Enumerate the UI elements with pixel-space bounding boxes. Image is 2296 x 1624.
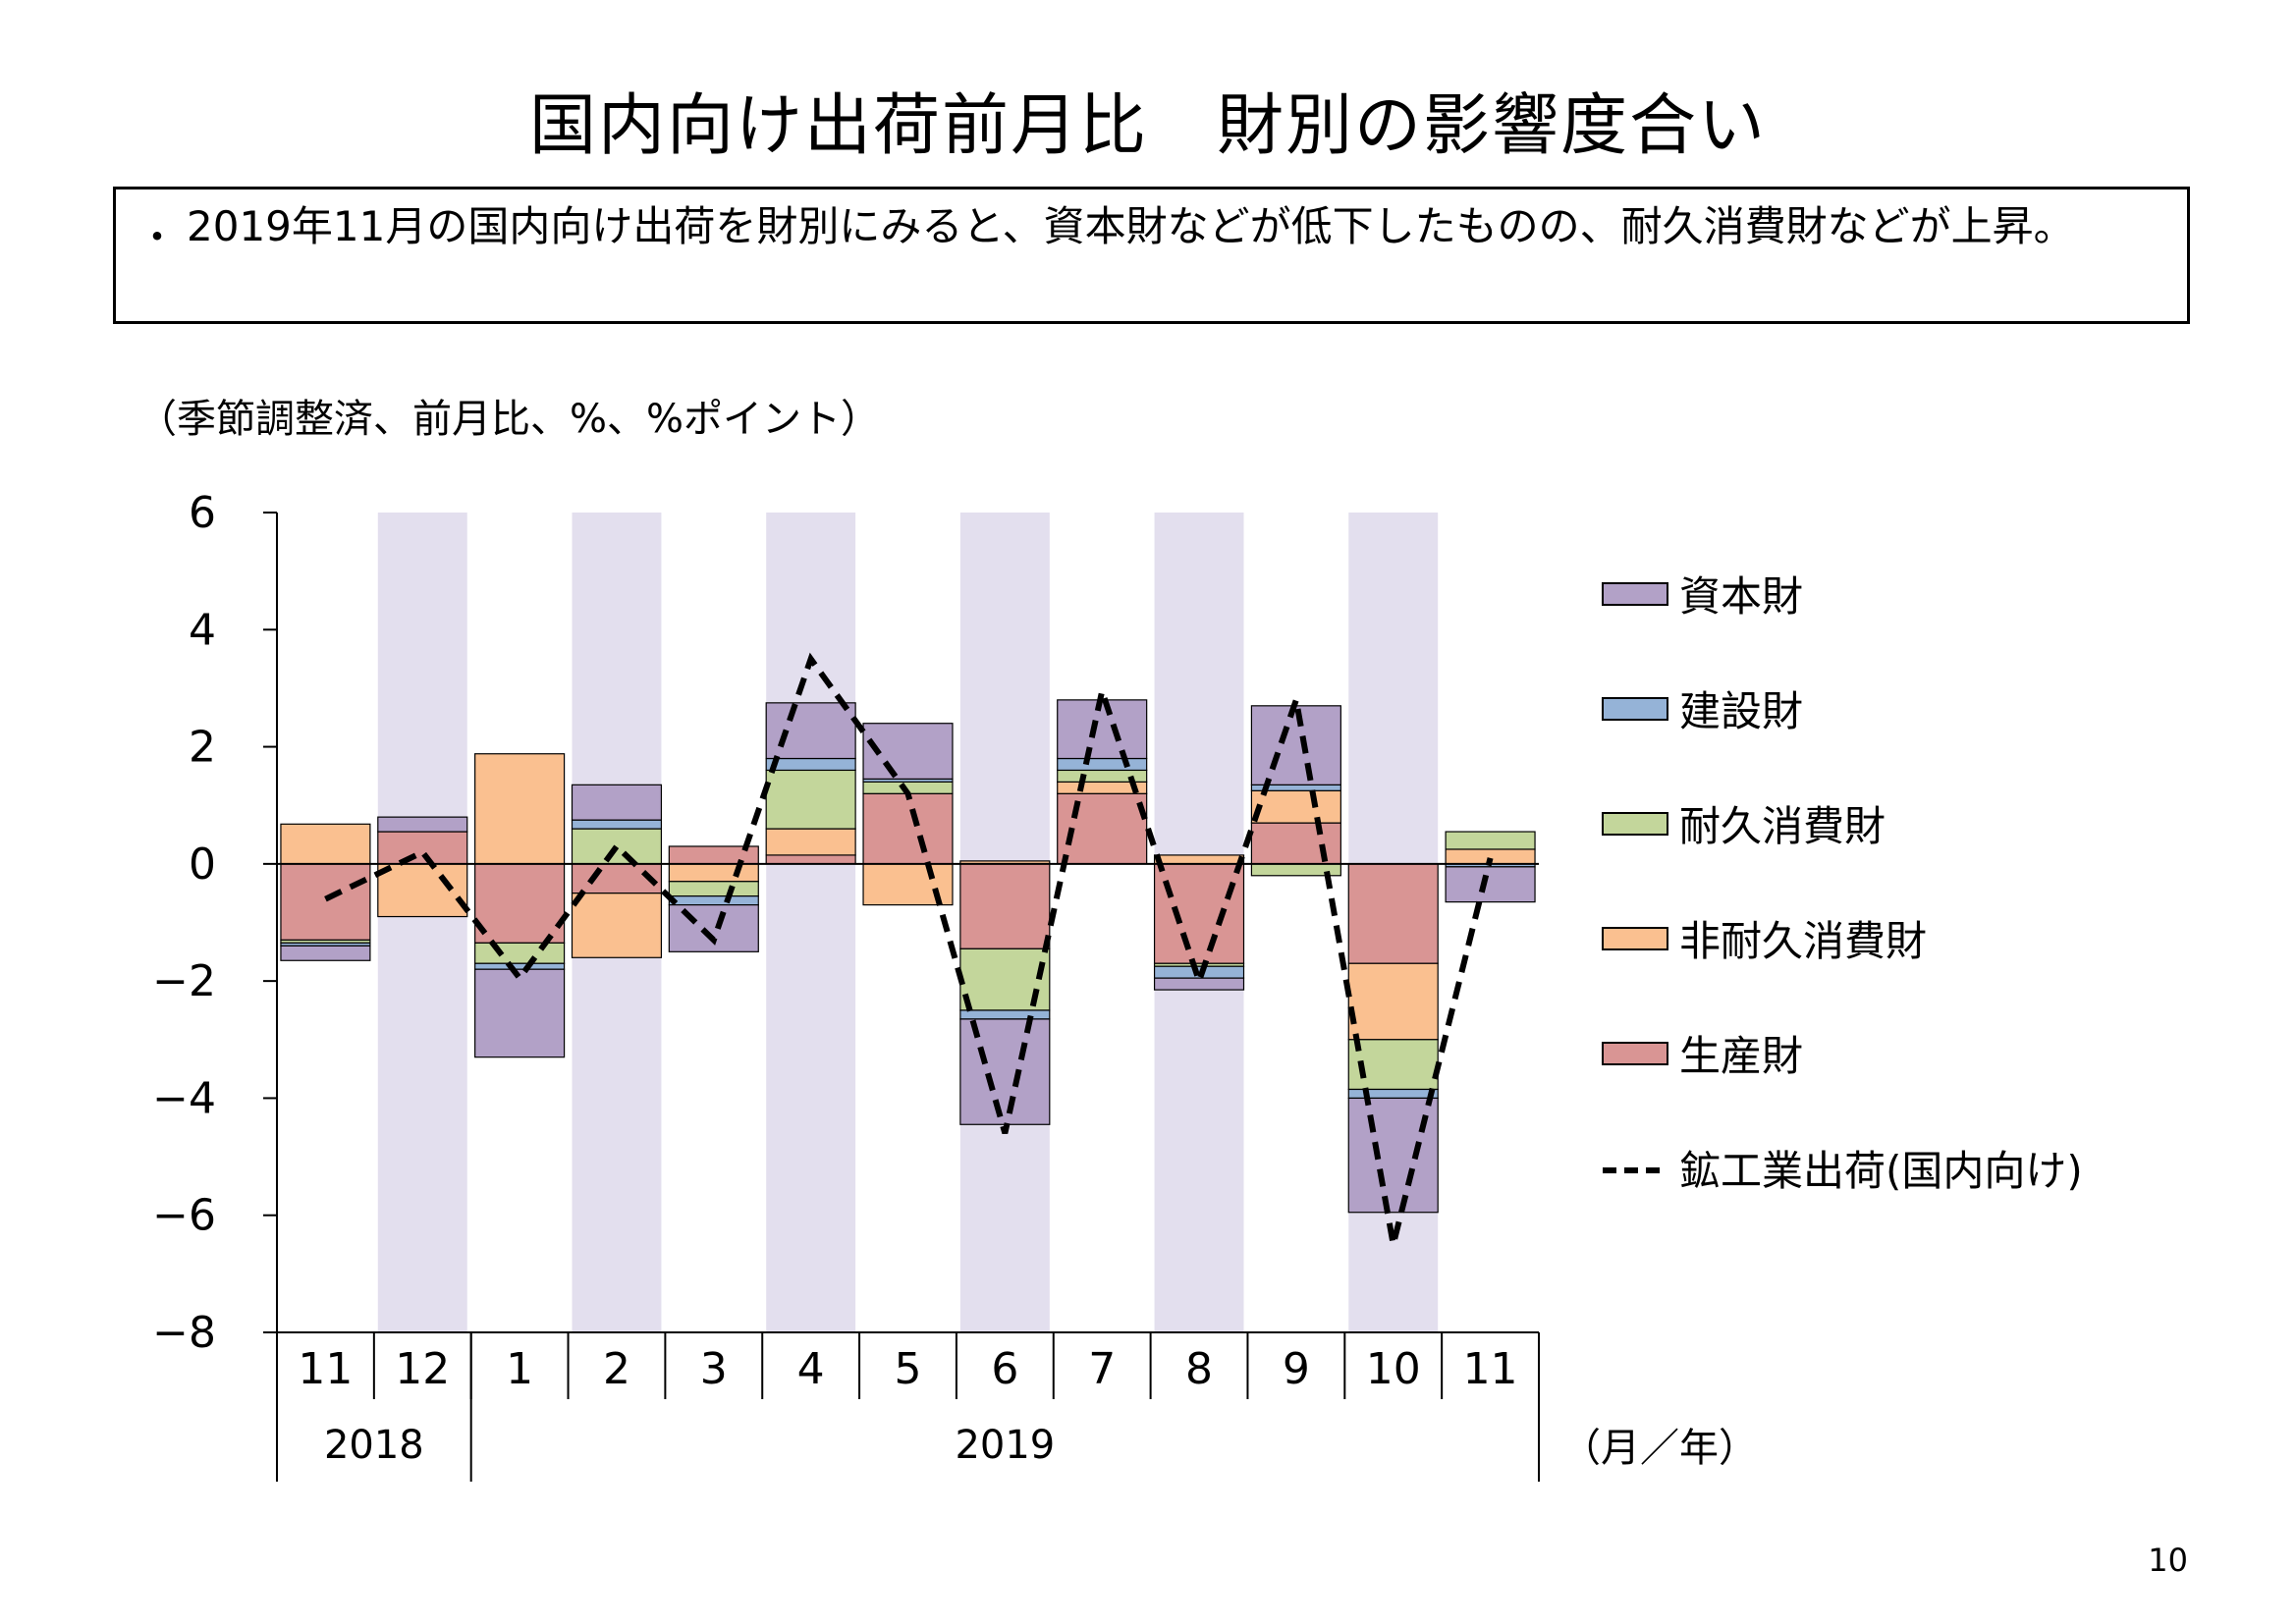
x-tick-label: 6 bbox=[991, 1344, 1018, 1394]
legend-label: 鉱工業出荷(国内向け) bbox=[1679, 1147, 2083, 1195]
bar-segment bbox=[1057, 757, 1148, 772]
year-label: 2019 bbox=[955, 1423, 1055, 1468]
bar-segment bbox=[280, 823, 371, 865]
x-tick-label: 1 bbox=[506, 1344, 533, 1394]
legend-swatch bbox=[1602, 697, 1668, 721]
bar-segment bbox=[668, 881, 759, 897]
page-title: 国内向け出荷前月比 財別の影響度合い bbox=[528, 87, 1767, 165]
y-tick-label: 0 bbox=[189, 839, 216, 890]
page-number: 10 bbox=[2148, 1542, 2188, 1579]
total-line-path bbox=[324, 652, 1494, 1246]
legend-swatch bbox=[1602, 927, 1668, 950]
bar-segment bbox=[959, 1018, 1051, 1125]
bar-segment bbox=[1057, 699, 1148, 760]
summary-box: ・ 2019年11月の国内向け出荷を財別にみると、資本財などが低下したものの、耐… bbox=[113, 187, 2190, 324]
bar-segment bbox=[474, 962, 566, 970]
legend-swatch bbox=[1602, 812, 1668, 836]
x-tick-label: 10 bbox=[1366, 1344, 1421, 1394]
x-tick-label: 11 bbox=[1463, 1344, 1518, 1394]
bar-segment bbox=[765, 757, 856, 772]
bar-segment bbox=[765, 854, 856, 865]
bar-segment bbox=[571, 819, 663, 830]
bar-segment bbox=[1250, 705, 1341, 785]
legend-swatch bbox=[1602, 1042, 1668, 1065]
bar-segment bbox=[862, 792, 954, 865]
year-label: 2018 bbox=[324, 1423, 424, 1468]
unit-note: （季節調整済、前月比、%、%ポイント） bbox=[137, 397, 880, 442]
summary-text: 2019年11月の国内向け出荷を財別にみると、資本財などが低下したものの、耐久消… bbox=[187, 202, 2075, 250]
legend-swatch bbox=[1602, 582, 1668, 606]
bar-segment bbox=[474, 968, 566, 1058]
y-tick-label: −6 bbox=[152, 1191, 216, 1241]
bar-segment bbox=[377, 831, 468, 865]
bar-segment bbox=[1153, 977, 1245, 991]
bar-segment bbox=[765, 828, 856, 856]
y-tick-label: 6 bbox=[189, 488, 216, 538]
bar-segment bbox=[377, 863, 468, 918]
shade-band bbox=[377, 513, 467, 1332]
total-line bbox=[324, 652, 1494, 1246]
bar-segment bbox=[668, 895, 759, 906]
y-tick-label: −4 bbox=[152, 1073, 216, 1123]
legend-label: 生産財 bbox=[1679, 1032, 1803, 1080]
stacked-bars bbox=[280, 699, 1536, 1214]
bar-segment bbox=[1347, 962, 1439, 1041]
bar-segment bbox=[474, 942, 566, 964]
bar-segment bbox=[1250, 822, 1341, 865]
shade-band bbox=[766, 513, 856, 1332]
bar-segment bbox=[1153, 854, 1245, 865]
bar-segment bbox=[765, 702, 856, 760]
legend-label: 建設財 bbox=[1679, 687, 1803, 735]
x-tick-label: 4 bbox=[797, 1344, 825, 1394]
bar-segment bbox=[1445, 866, 1536, 903]
y-tick-label: −2 bbox=[152, 956, 216, 1006]
bar-segment bbox=[280, 945, 371, 961]
y-tick-label: −8 bbox=[152, 1308, 216, 1358]
x-tick-label: 8 bbox=[1185, 1344, 1213, 1394]
bar-segment bbox=[474, 753, 566, 865]
bar-segment bbox=[1347, 863, 1439, 964]
bar-segment bbox=[571, 828, 663, 865]
bar-segment bbox=[280, 863, 371, 941]
x-tick-label: 2 bbox=[603, 1344, 630, 1394]
bar-segment bbox=[571, 863, 663, 894]
bar-segment bbox=[1153, 863, 1245, 964]
bar-segment bbox=[765, 769, 856, 830]
legend-label: 非耐久消費財 bbox=[1679, 917, 1927, 965]
x-unit-label: （月／年） bbox=[1561, 1426, 1758, 1471]
bar-segment bbox=[1445, 831, 1536, 850]
x-tick-label: 3 bbox=[700, 1344, 728, 1394]
bar-segment bbox=[959, 1009, 1051, 1020]
bar-segment bbox=[668, 863, 759, 883]
summary-bullet: ・ bbox=[137, 215, 177, 260]
legend-label: 資本財 bbox=[1679, 572, 1803, 621]
bar-segment bbox=[571, 893, 663, 958]
x-tick-label: 11 bbox=[298, 1344, 353, 1394]
bar-segment bbox=[1250, 789, 1341, 824]
y-tick-label: 4 bbox=[189, 605, 216, 655]
x-tick-label: 7 bbox=[1088, 1344, 1116, 1394]
bar-segment bbox=[571, 784, 663, 821]
bar-segment bbox=[959, 863, 1051, 949]
x-tick-label: 12 bbox=[395, 1344, 450, 1394]
bar-segment bbox=[474, 863, 566, 944]
legend-label: 耐久消費財 bbox=[1679, 802, 1886, 850]
y-tick-label: 2 bbox=[189, 723, 216, 773]
bar-segment bbox=[377, 816, 468, 833]
bar-segment bbox=[1347, 1088, 1439, 1100]
x-tick-label: 9 bbox=[1283, 1344, 1310, 1394]
x-tick-label: 5 bbox=[895, 1344, 922, 1394]
